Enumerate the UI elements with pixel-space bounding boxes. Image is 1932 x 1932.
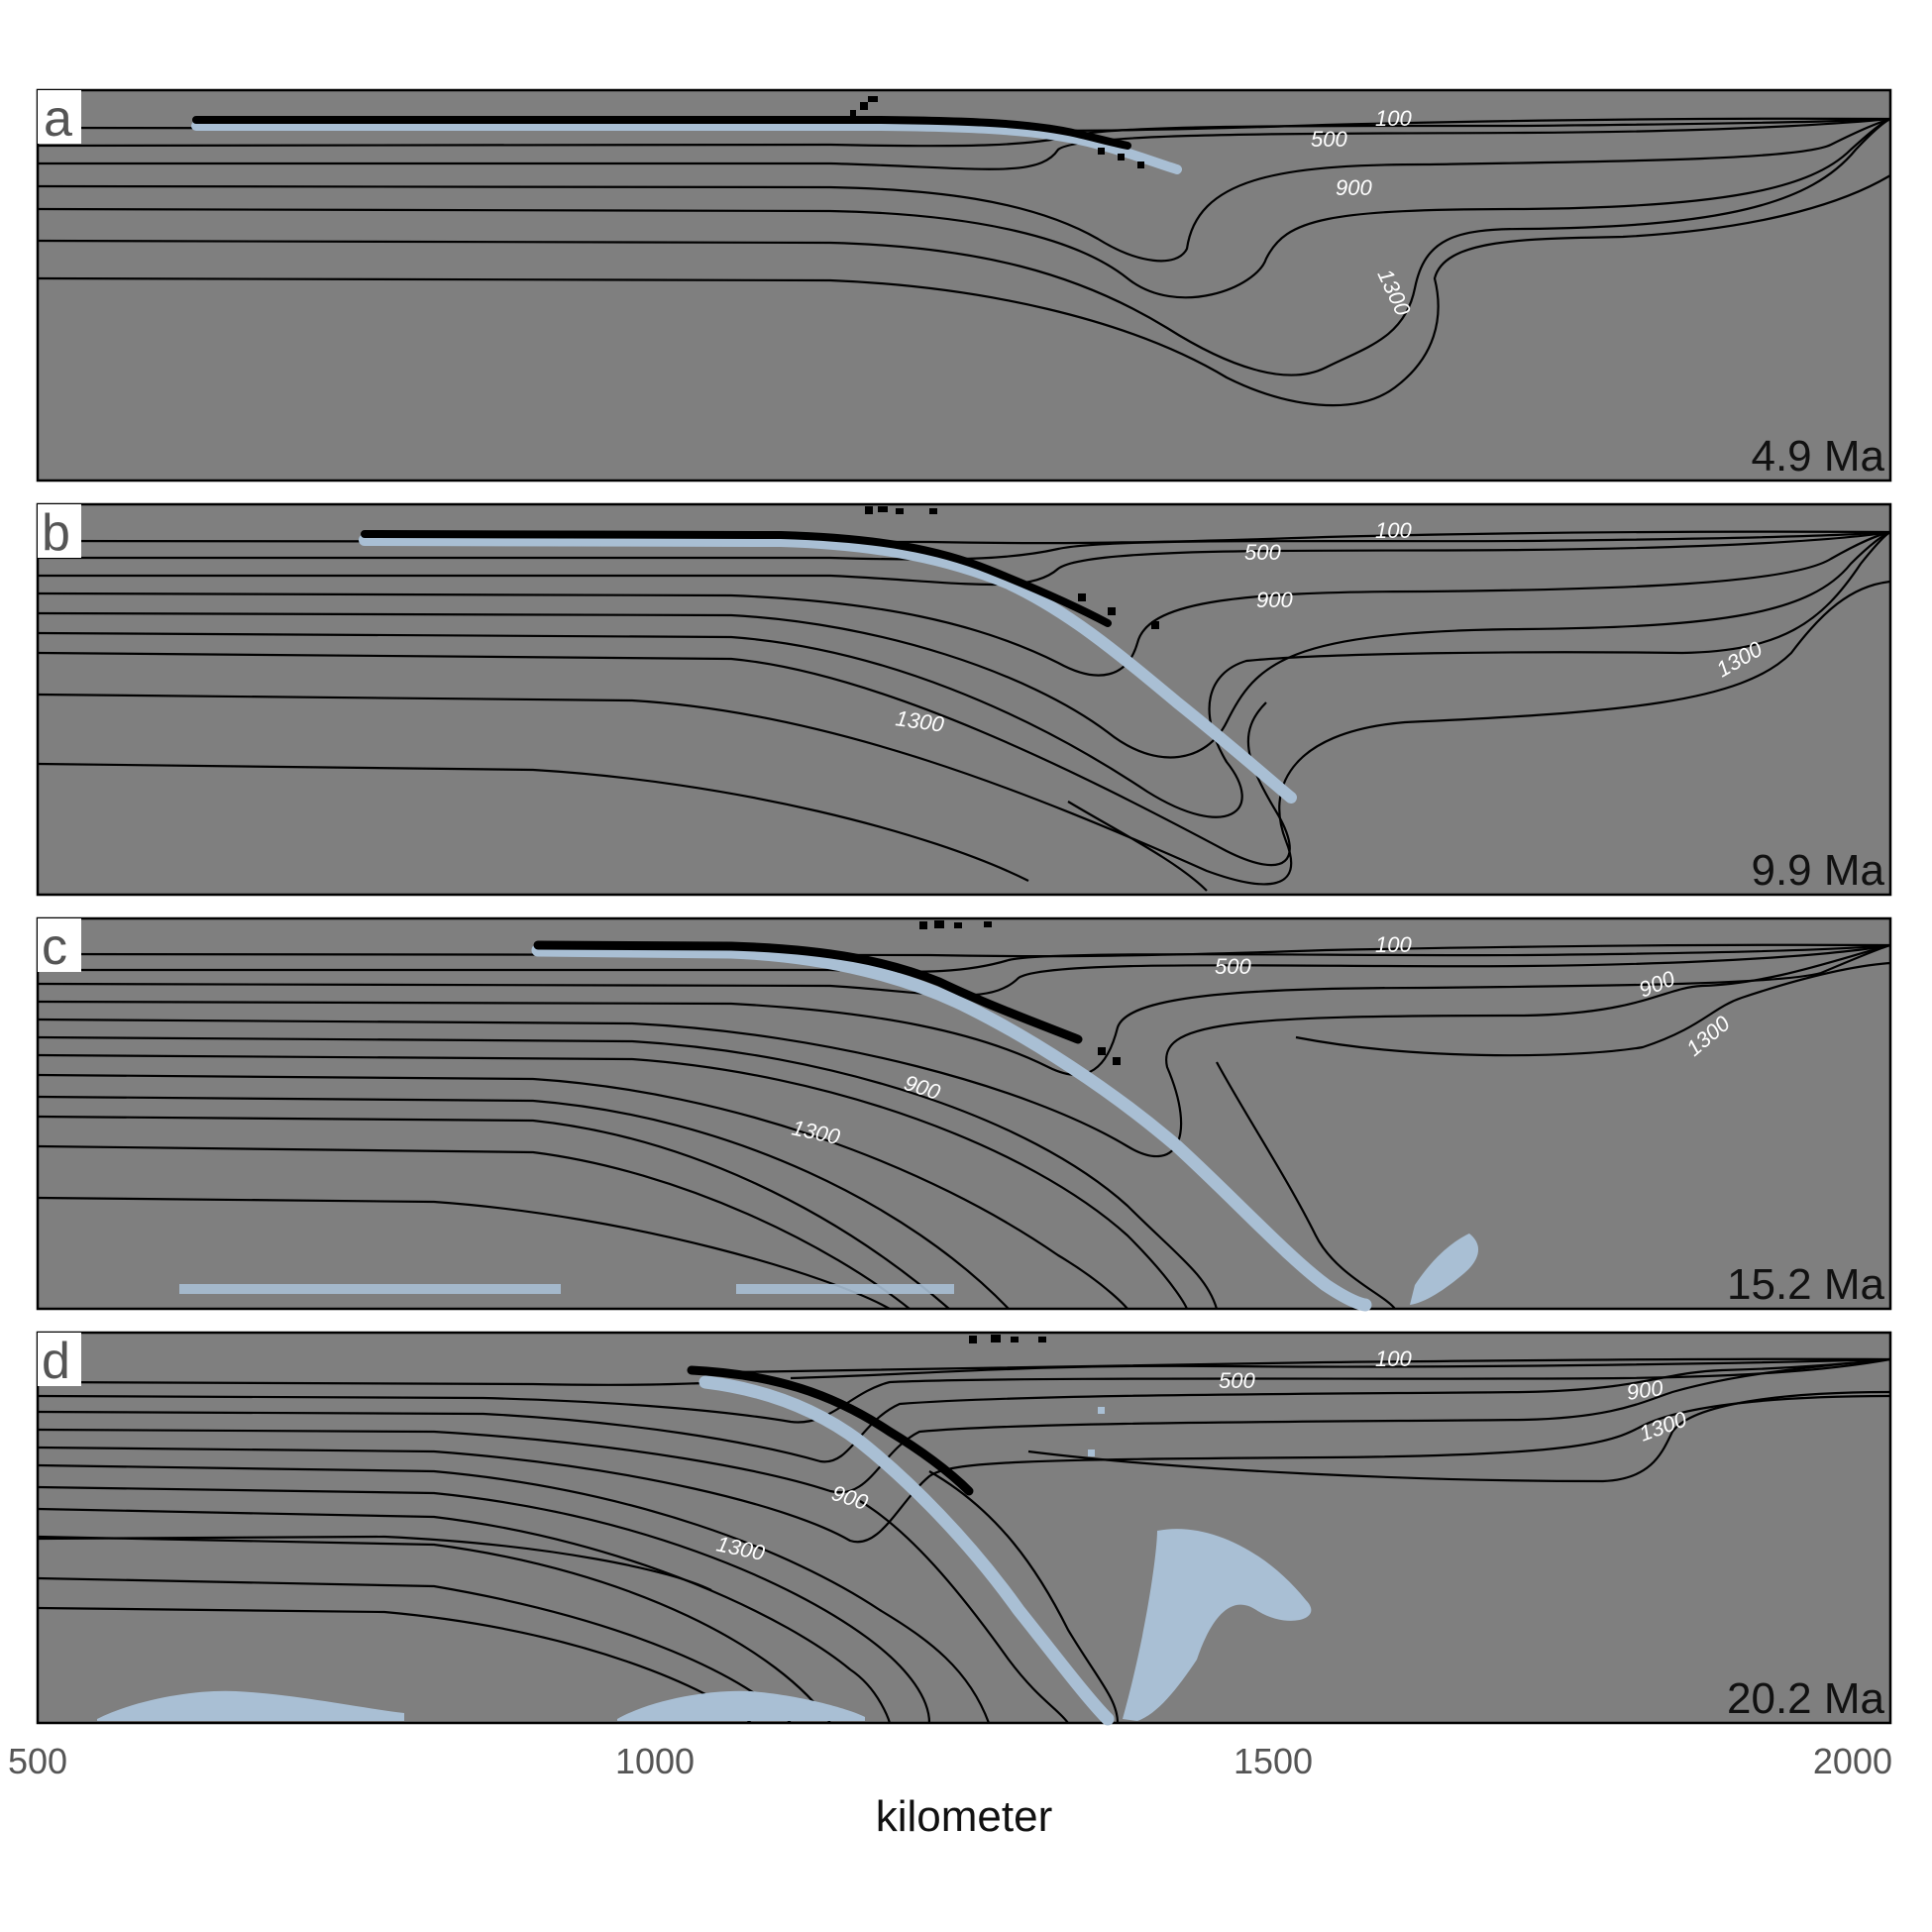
panel-c-contour-label: 100 — [1375, 932, 1412, 957]
panel-d-background — [36, 1331, 1892, 1725]
x-tick-label: 1500 — [1234, 1741, 1313, 1781]
panel-c: 100 500 900 1300 900 1300 c 15.2 Ma — [36, 916, 1892, 1312]
x-tick-label: 500 — [8, 1741, 67, 1781]
panel-b-letter-box — [38, 504, 81, 558]
x-tick-label: 2000 — [1813, 1741, 1892, 1781]
panel-b-contour-label: 100 — [1375, 518, 1412, 543]
panel-c-contour-label: 500 — [1215, 954, 1251, 979]
panel-a-isotherms — [37, 117, 1891, 407]
panel-d-slab — [687, 1335, 1115, 1726]
panel-d-contour-label: 900 — [1625, 1375, 1665, 1405]
panel-c-letter: c — [42, 918, 67, 976]
panel-a-slab — [191, 96, 1182, 174]
panel-a-contour-label: 500 — [1311, 127, 1347, 152]
panel-b-letter: b — [42, 504, 70, 562]
panel-d-letter: d — [42, 1333, 70, 1390]
panel-d-isotherms — [37, 1357, 1891, 1724]
panel-d-plumes — [97, 1529, 1312, 1721]
x-axis: 500 1000 1500 2000 kilometer — [8, 1741, 1892, 1841]
panel-a-letter: a — [44, 90, 72, 148]
panel-c-time: 15.2 Ma — [1727, 1260, 1885, 1309]
panel-a: 100 500 900 1300 a 4.9 Ma — [36, 88, 1892, 483]
panel-b-contour-label: 900 — [1256, 588, 1293, 612]
panel-a-contour-label: 900 — [1336, 175, 1372, 200]
x-tick-label: 1000 — [615, 1741, 695, 1781]
panel-b: 100 500 900 1300 1300 b 9.9 Ma — [36, 502, 1892, 897]
panel-b-time: 9.9 Ma — [1751, 846, 1884, 895]
panel-d-time: 20.2 Ma — [1727, 1674, 1885, 1723]
panel-d-contour-label: 100 — [1375, 1346, 1412, 1371]
panel-a-contour-label: 100 — [1375, 106, 1412, 131]
panel-c-slab — [531, 920, 1372, 1312]
panel-b-slab — [359, 506, 1297, 804]
panel-a-letter-box — [38, 90, 81, 144]
panel-c-plumes — [179, 1234, 1479, 1305]
panel-d-letter-box — [38, 1333, 81, 1386]
x-axis-label: kilometer — [876, 1792, 1053, 1841]
panel-d: 100 500 900 1300 900 1300 d 20.2 Ma — [36, 1331, 1892, 1726]
panel-c-letter-box — [38, 918, 81, 972]
panel-d-contour-label: 500 — [1219, 1368, 1255, 1393]
panel-a-time: 4.9 Ma — [1751, 432, 1884, 481]
panel-b-contour-label: 500 — [1244, 540, 1281, 565]
panel-a-background — [36, 88, 1892, 483]
panel-c-background — [36, 916, 1892, 1311]
